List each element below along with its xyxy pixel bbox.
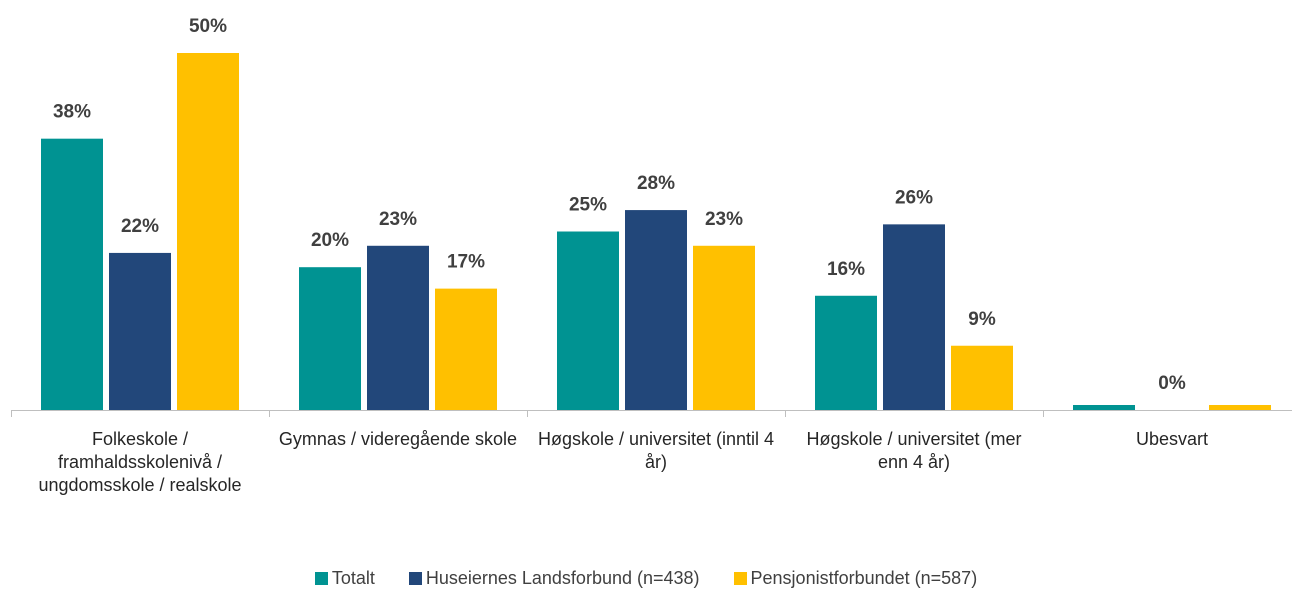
value-label: 17%	[447, 252, 485, 273]
value-label: 28%	[637, 173, 675, 194]
value-label: 20%	[311, 230, 349, 251]
bar	[41, 138, 103, 410]
legend-item: Totalt	[314, 568, 375, 589]
bar	[177, 53, 239, 410]
bar	[693, 245, 755, 410]
bar	[883, 224, 945, 410]
value-label: 9%	[968, 309, 996, 330]
bar	[299, 267, 361, 410]
legend-label: Huseiernes Landsforbund (n=438)	[425, 568, 700, 588]
bar	[951, 345, 1013, 410]
bar	[1209, 405, 1271, 410]
value-label: 0%	[1158, 373, 1186, 394]
x-tick-label: Ubesvart	[1135, 429, 1209, 449]
legend-swatch	[408, 572, 422, 585]
bar	[625, 210, 687, 410]
bar	[557, 231, 619, 410]
bar	[435, 288, 497, 410]
legend-swatch	[314, 572, 328, 585]
bar	[109, 252, 171, 410]
legend: Totalt Huseiernes Landsforbund (n=438) Pen…	[0, 568, 1292, 589]
x-tick-label: Høgskole / universitet (inntil 4 år)	[537, 429, 775, 472]
x-tick-label: Folkeskole / framhaldsskolenivå / ungdom…	[38, 429, 242, 495]
legend-item: Pensjonistforbundet (n=587)	[733, 568, 978, 589]
value-label: 23%	[379, 209, 417, 230]
value-label: 16%	[827, 259, 865, 280]
value-label: 25%	[569, 195, 607, 216]
bar	[1073, 405, 1135, 410]
value-label: 50%	[189, 16, 227, 37]
legend-label: Pensjonistforbundet (n=587)	[750, 568, 978, 588]
x-tick-label: Høgskole / universitet (mer enn 4 år)	[806, 429, 1022, 472]
legend-item: Huseiernes Landsforbund (n=438)	[408, 568, 700, 589]
value-label: 22%	[121, 216, 159, 237]
bar	[367, 245, 429, 410]
value-label: 38%	[53, 102, 91, 123]
value-label: 23%	[705, 209, 743, 230]
legend-swatch	[733, 572, 747, 585]
legend-label: Totalt	[331, 568, 375, 588]
value-label: 26%	[895, 187, 933, 208]
x-tick-label: Gymnas / videregående skole	[278, 429, 518, 449]
bar	[815, 295, 877, 410]
